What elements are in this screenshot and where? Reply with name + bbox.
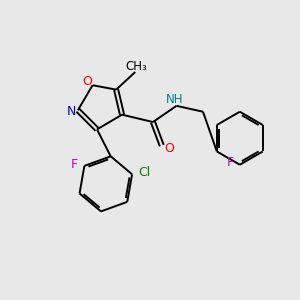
Text: NH: NH (166, 93, 184, 106)
Text: N: N (67, 105, 76, 118)
Text: F: F (227, 156, 234, 169)
Text: O: O (164, 142, 174, 155)
Text: F: F (70, 158, 78, 171)
Text: CH₃: CH₃ (126, 60, 148, 73)
Text: O: O (82, 75, 92, 88)
Text: Cl: Cl (138, 166, 151, 179)
